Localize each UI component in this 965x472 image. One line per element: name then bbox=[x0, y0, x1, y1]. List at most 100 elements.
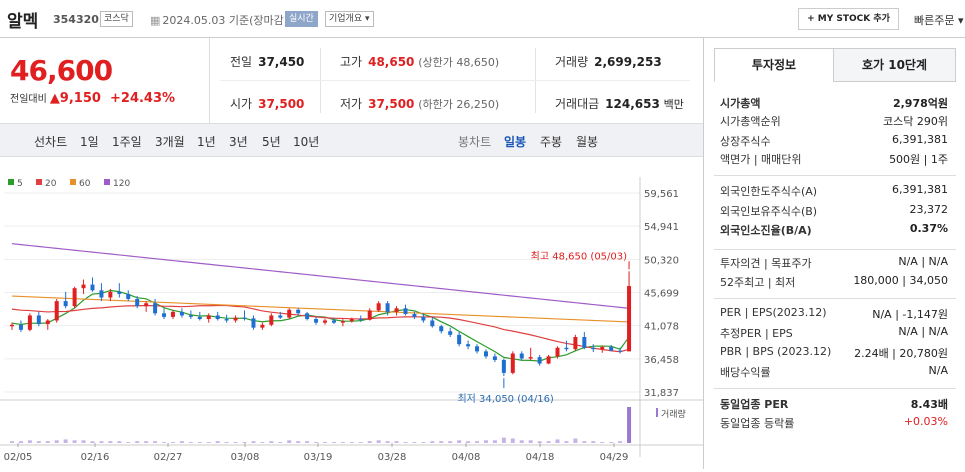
volume-legend-swatch bbox=[656, 408, 658, 417]
info-row: PER | EPS(2023.12) N/A | -1,147원 bbox=[720, 306, 948, 324]
tab-1week[interactable]: 1주일 bbox=[112, 135, 142, 149]
volume-bar bbox=[224, 442, 229, 443]
volume-bar bbox=[206, 442, 211, 443]
quote-date: ▦ 2024.05.03 기준(장마감) bbox=[150, 12, 288, 28]
candle-body bbox=[385, 303, 390, 312]
info-row: 시가총액 2,978억원 bbox=[720, 95, 948, 113]
legend-label: 5 bbox=[17, 179, 23, 189]
volume-bar bbox=[108, 441, 113, 443]
volume-value: 2,699,253 bbox=[594, 55, 662, 69]
candle-body bbox=[340, 321, 345, 323]
info-row: 동일업종 등락률 +0.03% bbox=[720, 415, 948, 433]
legend-swatch bbox=[8, 179, 14, 185]
volume-bar bbox=[215, 441, 220, 443]
chevron-down-icon: ▾ bbox=[365, 14, 370, 24]
candle-body bbox=[555, 347, 560, 357]
x-tick-label: 04/29 bbox=[600, 452, 629, 463]
moving-average-line bbox=[11, 304, 630, 353]
candle-body bbox=[331, 320, 336, 323]
volume: 거래량 2,699,253 bbox=[555, 53, 662, 70]
volume-bar bbox=[81, 440, 86, 443]
moving-average-line bbox=[11, 243, 630, 309]
volume-bar bbox=[546, 441, 551, 443]
info-label: 외국인한도주식수(A) bbox=[720, 185, 818, 198]
volume-bar bbox=[144, 441, 149, 443]
info-label: PER | EPS(2023.12) bbox=[720, 306, 827, 319]
volume-bar bbox=[45, 441, 50, 443]
info-value: 2,978억원 bbox=[892, 97, 948, 110]
volume-bar bbox=[162, 442, 167, 443]
candle-body bbox=[627, 286, 632, 352]
change-rate: +24.43% bbox=[110, 91, 176, 106]
volume-bar bbox=[537, 441, 542, 443]
tab-10year[interactable]: 10년 bbox=[293, 135, 320, 149]
low-label: 저가 bbox=[340, 97, 363, 111]
quick-order-button[interactable]: 빠른주문 ▾ bbox=[914, 12, 964, 28]
x-tick-label: 03/19 bbox=[304, 452, 333, 463]
tab-candle-chart[interactable]: 봉차트 bbox=[458, 135, 492, 149]
volume-bar bbox=[27, 440, 32, 443]
volume-bar bbox=[323, 442, 327, 443]
volume-bar bbox=[10, 441, 14, 443]
candle-body bbox=[412, 314, 417, 317]
amount-label: 거래대금 bbox=[555, 97, 600, 111]
candle-body bbox=[206, 315, 211, 320]
volume-bar bbox=[564, 441, 569, 443]
volume-bar bbox=[618, 441, 623, 443]
add-mystock-button[interactable]: + MY STOCK 추가 bbox=[798, 8, 899, 30]
candle-body bbox=[358, 319, 363, 321]
tab-line-chart[interactable]: 선차트 bbox=[34, 135, 68, 149]
candle-body bbox=[170, 311, 175, 317]
info-value: 코스닥 290위 bbox=[883, 115, 948, 128]
candle-body bbox=[215, 315, 220, 320]
high-value: 48,650 bbox=[368, 55, 415, 69]
y-tick-label: 36,458 bbox=[644, 355, 679, 366]
candle-body bbox=[144, 303, 149, 307]
candle-body bbox=[466, 344, 471, 347]
tab-3month[interactable]: 3개월 bbox=[155, 135, 185, 149]
info-value: N/A | N/A bbox=[898, 325, 948, 338]
volume-bar bbox=[251, 441, 256, 443]
tab-3year[interactable]: 3년 bbox=[229, 135, 248, 149]
tab-hoga-10[interactable]: 호가 10단계 bbox=[833, 48, 956, 82]
realtime-button[interactable]: 실시간 bbox=[285, 11, 318, 27]
candle-body bbox=[546, 356, 551, 364]
tab-5year[interactable]: 5년 bbox=[262, 135, 281, 149]
info-label: 상장주식수 bbox=[720, 135, 771, 148]
tab-monthly[interactable]: 월봉 bbox=[576, 135, 599, 149]
y-tick-label: 31,837 bbox=[644, 388, 679, 399]
info-label: 외국인보유주식수(B) bbox=[720, 205, 818, 218]
tab-weekly[interactable]: 주봉 bbox=[540, 135, 563, 149]
info-row: 시가총액순위 코스닥 290위 bbox=[720, 113, 948, 131]
candle-body bbox=[600, 347, 605, 350]
volume-bar bbox=[54, 440, 59, 443]
x-tick-label: 04/18 bbox=[526, 452, 555, 463]
tab-daily[interactable]: 일봉 bbox=[504, 135, 527, 149]
company-overview-button[interactable]: 기업개요 ▾ bbox=[325, 11, 374, 27]
candle-body bbox=[394, 308, 399, 312]
candle-body bbox=[224, 319, 229, 321]
volume-bar bbox=[430, 441, 435, 443]
volume-bar bbox=[314, 442, 319, 443]
info-label: 52주최고 | 최저 bbox=[720, 276, 796, 289]
basis-text: 기준(장마감) bbox=[228, 14, 289, 27]
candle-body bbox=[457, 334, 462, 345]
candlestick-chart[interactable]: 59,561 54,941 50,320 45,699 41,078 36,458 31,8… bbox=[0, 157, 703, 469]
volume-bar bbox=[72, 440, 77, 443]
candle-body bbox=[367, 310, 372, 320]
candle-body bbox=[314, 319, 319, 323]
candle-body bbox=[36, 315, 41, 325]
tab-1year[interactable]: 1년 bbox=[197, 135, 216, 149]
info-value: 8.43배 bbox=[910, 398, 948, 411]
volume-bar bbox=[501, 437, 506, 443]
change-label: 전일대비 bbox=[10, 94, 47, 105]
price-change: 전일대비 ▲9,150 +24.43% bbox=[10, 90, 175, 106]
volume-bar bbox=[197, 442, 202, 443]
tab-invest-info[interactable]: 투자정보 bbox=[714, 48, 834, 82]
lower-limit: (하한가 26,250) bbox=[418, 98, 500, 111]
volume-bar bbox=[36, 441, 41, 443]
quick-order-label: 빠른주문 bbox=[914, 14, 955, 27]
tab-1day[interactable]: 1일 bbox=[80, 135, 99, 149]
divider bbox=[714, 298, 956, 299]
